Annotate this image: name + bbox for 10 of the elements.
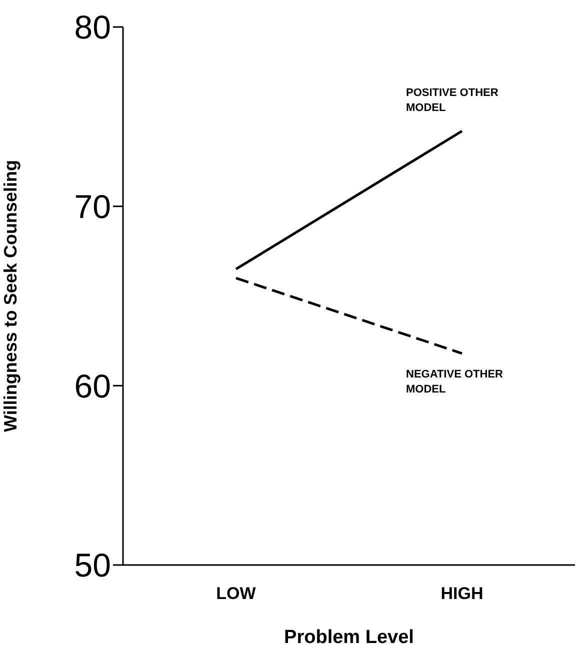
y-tick-label: 70 — [74, 188, 111, 226]
x-tick-label: LOW — [216, 584, 257, 604]
text: POSITIVE OTHER MODEL — [406, 87, 498, 114]
y-axis-title: Willingness to Seek Counseling — [0, 160, 20, 432]
x-axis-title: Problem Level — [284, 627, 414, 648]
y-tick-label: 80 — [74, 8, 111, 46]
y-tick-label: 60 — [74, 367, 111, 404]
y-tick-label: 50 — [74, 546, 111, 584]
text: NEGATIVE OTHER MODEL — [406, 368, 504, 396]
x-tick-label: HIGH — [440, 584, 484, 604]
